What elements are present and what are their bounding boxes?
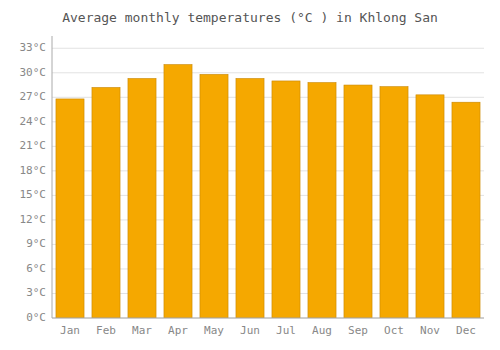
title: Average monthly temperatures (°C ) in Kh… (62, 10, 438, 25)
grid (52, 48, 484, 318)
bar (380, 87, 408, 318)
y-tick-label: 0°C (26, 311, 46, 324)
bar (416, 95, 444, 318)
y-tick-label: 6°C (26, 262, 46, 275)
x-tick-label: Dec (456, 324, 476, 337)
x-tick-label: Jul (276, 324, 296, 337)
x-tick-label: Mar (132, 324, 152, 337)
y-tick-label: 3°C (26, 286, 46, 299)
bar (128, 79, 156, 318)
y-axis-line (52, 36, 53, 318)
bar (236, 79, 264, 318)
x-tick-label: Nov (420, 324, 440, 337)
x-axis-line (52, 318, 484, 319)
y-tick-label: 15°C (20, 188, 47, 201)
y-tick-label: 24°C (20, 115, 47, 128)
y-tick-label: 18°C (20, 164, 47, 177)
bar (272, 81, 300, 318)
x-tick-label: Aug (312, 324, 332, 337)
grid-line (52, 48, 484, 49)
y-tick-label: 27°C (20, 90, 47, 103)
x-tick-label: Apr (168, 324, 188, 337)
y-ticks: 0°C 3°C 6°C 9°C 12°C 15°C 18°C 21°C 24°C 27°C 30°C… (20, 41, 47, 324)
page: {"chart_data": {"type": "bar", "title": … (0, 0, 500, 350)
y-tick-label: 9°C (26, 237, 46, 250)
bars (56, 65, 480, 318)
bar (344, 85, 372, 318)
x-tick-label: Sep (348, 324, 368, 337)
chart-container: 0°C 3°C 6°C 9°C 12°C 15°C 18°C 21°C 24°C 27°C 30°C… (0, 0, 500, 350)
chart: 0°C 3°C 6°C 9°C 12°C 15°C 18°C 21°C 24°C 27°C 30°C… (0, 0, 500, 350)
x-tick-label: Feb (96, 324, 116, 337)
y-tick-label: 21°C (20, 139, 47, 152)
x-tick-label: Oct (384, 324, 404, 337)
y-tick-label: 12°C (20, 213, 47, 226)
y-tick-label: 33°C (20, 41, 47, 54)
x-ticks: Jan Feb Mar Apr May Jun Jul Aug Sep Oct Nov Dec (60, 324, 476, 337)
bar (308, 83, 336, 318)
bar (200, 74, 228, 318)
y-tick-label: 30°C (20, 66, 47, 79)
grid-line (52, 72, 484, 73)
bar (164, 65, 192, 318)
bar (92, 87, 120, 318)
x-tick-label: Jun (240, 324, 260, 337)
grid-line (52, 318, 484, 319)
x-tick-label: Jan (60, 324, 80, 337)
x-tick-label: May (204, 324, 224, 337)
bar (452, 102, 480, 318)
bar (56, 99, 84, 318)
